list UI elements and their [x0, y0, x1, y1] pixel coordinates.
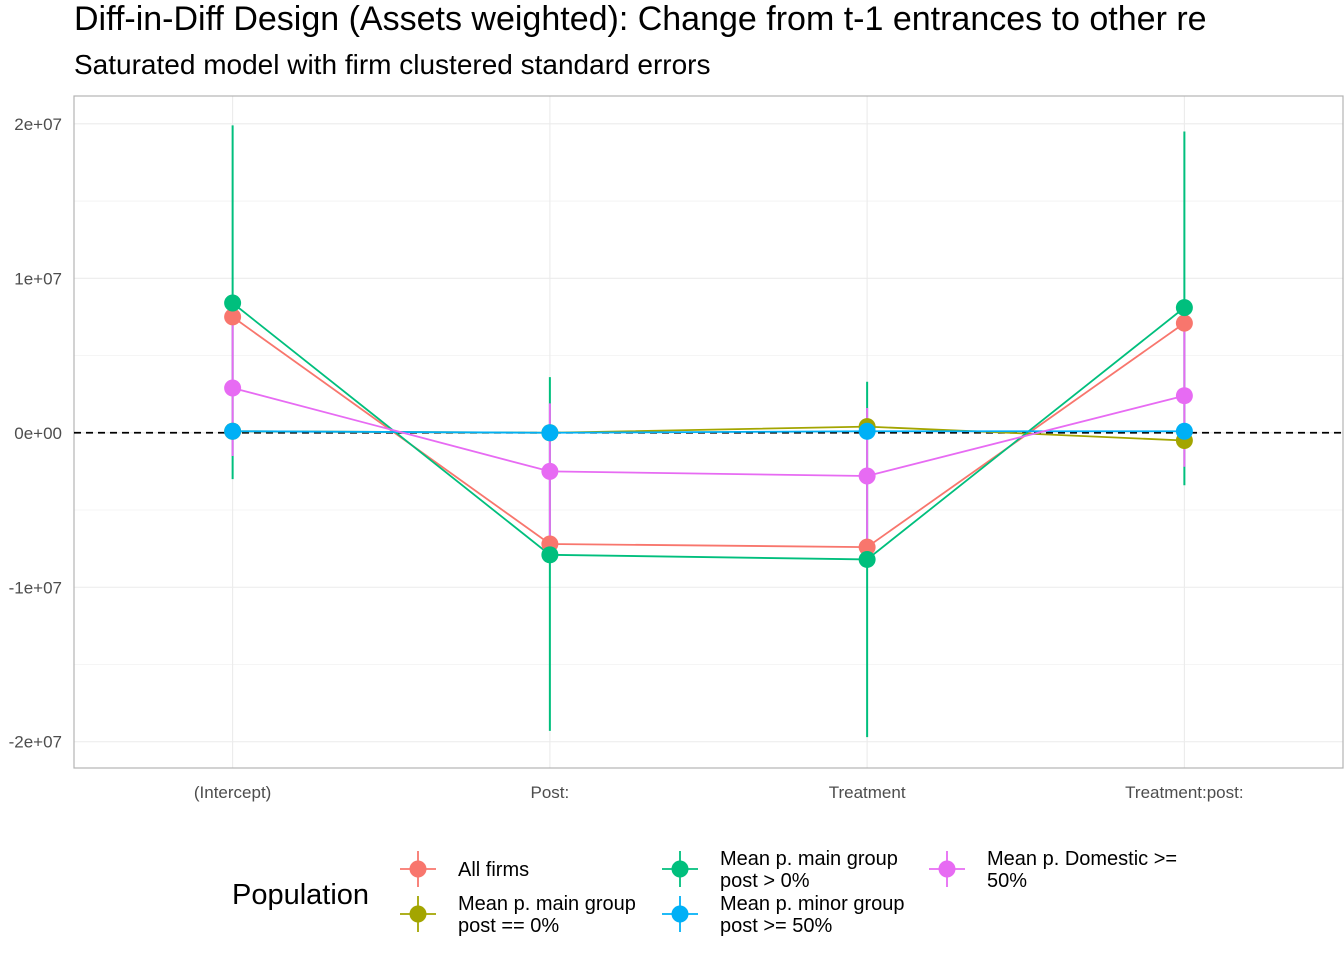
y-tick-label: -2e+07 — [9, 733, 62, 752]
data-point — [1175, 387, 1193, 405]
legend-entry: Mean p. Domestic >=50% — [929, 848, 1177, 892]
chart-title: Diff-in-Diff Design (Assets weighted): C… — [74, 0, 1207, 38]
y-tick-label: 2e+07 — [14, 115, 62, 134]
legend-key-point — [409, 905, 427, 923]
legend-key-point — [409, 860, 427, 878]
legend-label: All firms — [458, 859, 529, 881]
data-point — [1175, 422, 1193, 440]
legend-label: Mean p. minor group — [720, 893, 905, 915]
y-tick-label: -1e+07 — [9, 578, 62, 597]
data-point — [1175, 299, 1193, 317]
legend-label: post >= 50% — [720, 915, 833, 937]
legend-label: Mean p. main group — [458, 893, 636, 915]
axis-labels: 2e+07 1e+07 0e+00 -1e+07 -2e+07 (Intercept) Po… — [9, 115, 1244, 802]
data-point — [858, 538, 876, 556]
data-point — [858, 550, 876, 568]
y-tick-label: 0e+00 — [14, 424, 62, 443]
legend-key-point — [938, 860, 956, 878]
legend-label: 50% — [987, 870, 1027, 892]
y-tick-label: 1e+07 — [14, 269, 62, 288]
data-point — [858, 467, 876, 485]
data-point — [1175, 314, 1193, 332]
series-line — [232, 387, 1185, 477]
data-point — [541, 424, 559, 442]
legend-key-point — [671, 860, 689, 878]
series-line — [232, 430, 1185, 434]
series-points-3 — [224, 422, 1193, 442]
data-point — [224, 379, 242, 397]
x-tick-label: (Intercept) — [194, 783, 271, 802]
x-tick-label: Treatment — [829, 783, 906, 802]
legend-entry: All firms — [400, 851, 529, 887]
series-points-2 — [224, 294, 1193, 568]
legend-key-point — [671, 905, 689, 923]
data-point — [224, 294, 242, 312]
x-tick-label: Post: — [531, 783, 570, 802]
series-points-4 — [224, 379, 1193, 485]
legend-label: Mean p. main group — [720, 848, 898, 870]
x-tick-label: Treatment:post: — [1125, 783, 1243, 802]
legend-label: post == 0% — [458, 915, 559, 937]
data-point — [541, 462, 559, 480]
data-point — [541, 546, 559, 564]
data-point — [224, 308, 242, 326]
series-group — [224, 125, 1193, 738]
legend-label: post > 0% — [720, 870, 810, 892]
data-point — [224, 422, 242, 440]
legend-title: Population — [232, 879, 369, 911]
data-point — [858, 422, 876, 440]
chart-subtitle: Saturated model with firm clustered stan… — [74, 49, 711, 80]
legend-label: Mean p. Domestic >= — [987, 848, 1177, 870]
